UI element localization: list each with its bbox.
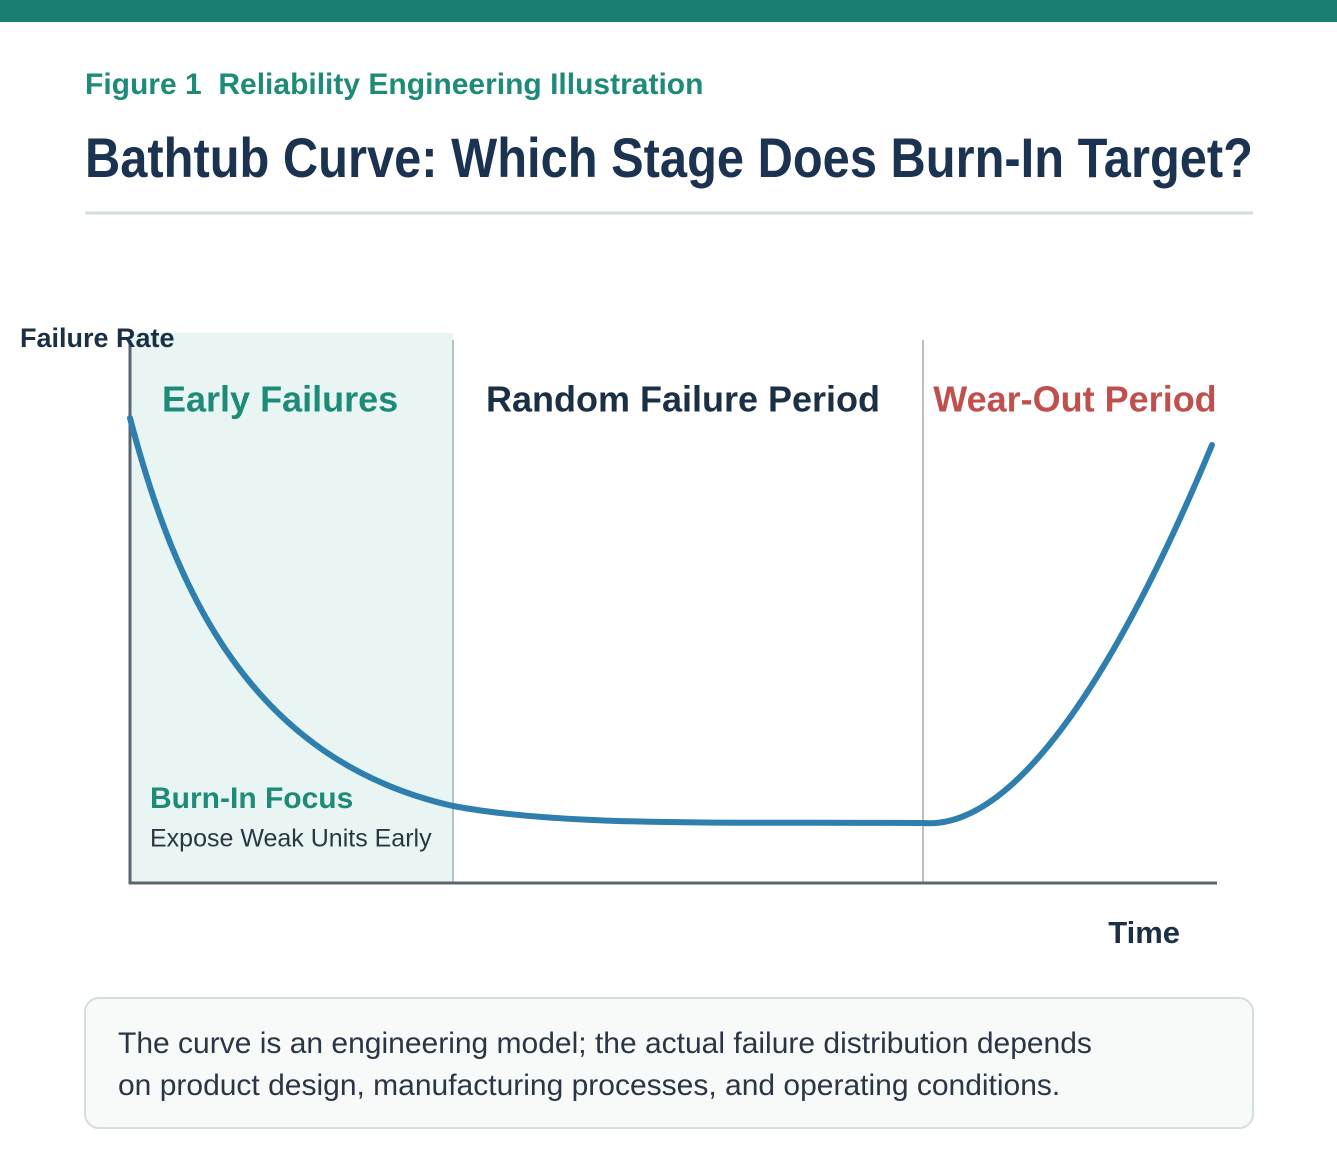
note-line: The curve is an engineering model; the a… [118, 1027, 1092, 1060]
note-line: on product design, manufacturing process… [118, 1069, 1060, 1102]
top-bar [0, 0, 1337, 22]
note-box [84, 997, 1254, 1129]
bathtub-curve [127, 415, 1215, 827]
y-axis-label: Failure Rate [20, 323, 175, 353]
stage-label: Wear-Out Period [933, 379, 1216, 420]
stage-label: Random Failure Period [486, 379, 880, 420]
stage-label: Early Failures [162, 379, 398, 420]
annotation-title: Burn-In Focus [150, 782, 353, 815]
annotation-subtitle: Expose Weak Units Early [150, 825, 432, 853]
x-axis-label: Time [1108, 915, 1180, 950]
figure-label: Figure 1 Reliability Engineering Illustr… [85, 68, 703, 101]
title: Bathtub Curve: Which Stage Does Burn-In … [85, 126, 1253, 189]
